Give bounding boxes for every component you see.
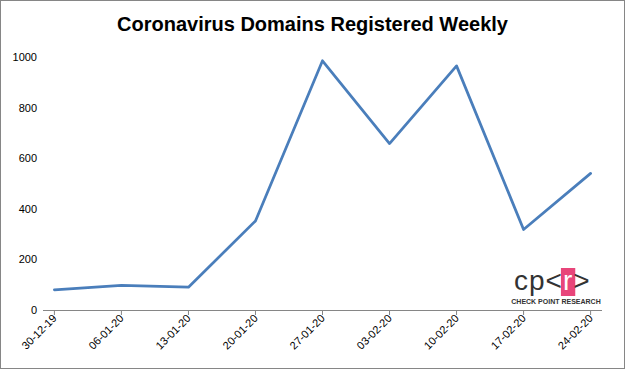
x-tick-label: 13-01-20 (153, 312, 193, 352)
x-tick (590, 310, 591, 315)
logo: cp<r> CHECK POINT RESEARCH (511, 265, 600, 305)
y-tick-label: 600 (19, 152, 37, 164)
x-tick (523, 310, 524, 315)
title: Coronavirus Domains Registered Weekly (117, 13, 509, 35)
x-tick (54, 310, 55, 315)
y-tick-label: 800 (19, 102, 37, 114)
y-tick-label: 0 (31, 304, 37, 316)
x-tick (255, 310, 256, 315)
x-tick (322, 310, 323, 315)
y-tick-label: 400 (19, 203, 37, 215)
x-tick (188, 310, 189, 315)
data-line (54, 61, 590, 290)
x-tick-label: 03-02-20 (354, 312, 394, 352)
x-tick-label: 10-02-20 (421, 312, 461, 352)
chart: Coronavirus Domains Registered Weekly 0 20… (0, 0, 625, 369)
plot-area (54, 61, 590, 290)
chart-border (1, 1, 625, 369)
y-tick-label: 1000 (13, 51, 37, 63)
x-tick-label: 30-12-19 (19, 312, 59, 352)
x-tick-label: 20-01-20 (220, 312, 260, 352)
x-tick-label: 24-02-20 (555, 312, 595, 352)
x-tick-label: 27-01-20 (287, 312, 327, 352)
y-tick-label: 200 (19, 253, 37, 265)
x-tick-label: 17-02-20 (488, 312, 528, 352)
logo-subtitle: CHECK POINT RESEARCH (511, 298, 600, 305)
x-tick (456, 310, 457, 315)
x-tick-label: 06-01-20 (86, 312, 126, 352)
x-tick (121, 310, 122, 315)
x-tick (389, 310, 390, 315)
logo-text: cp<r> (514, 265, 591, 296)
